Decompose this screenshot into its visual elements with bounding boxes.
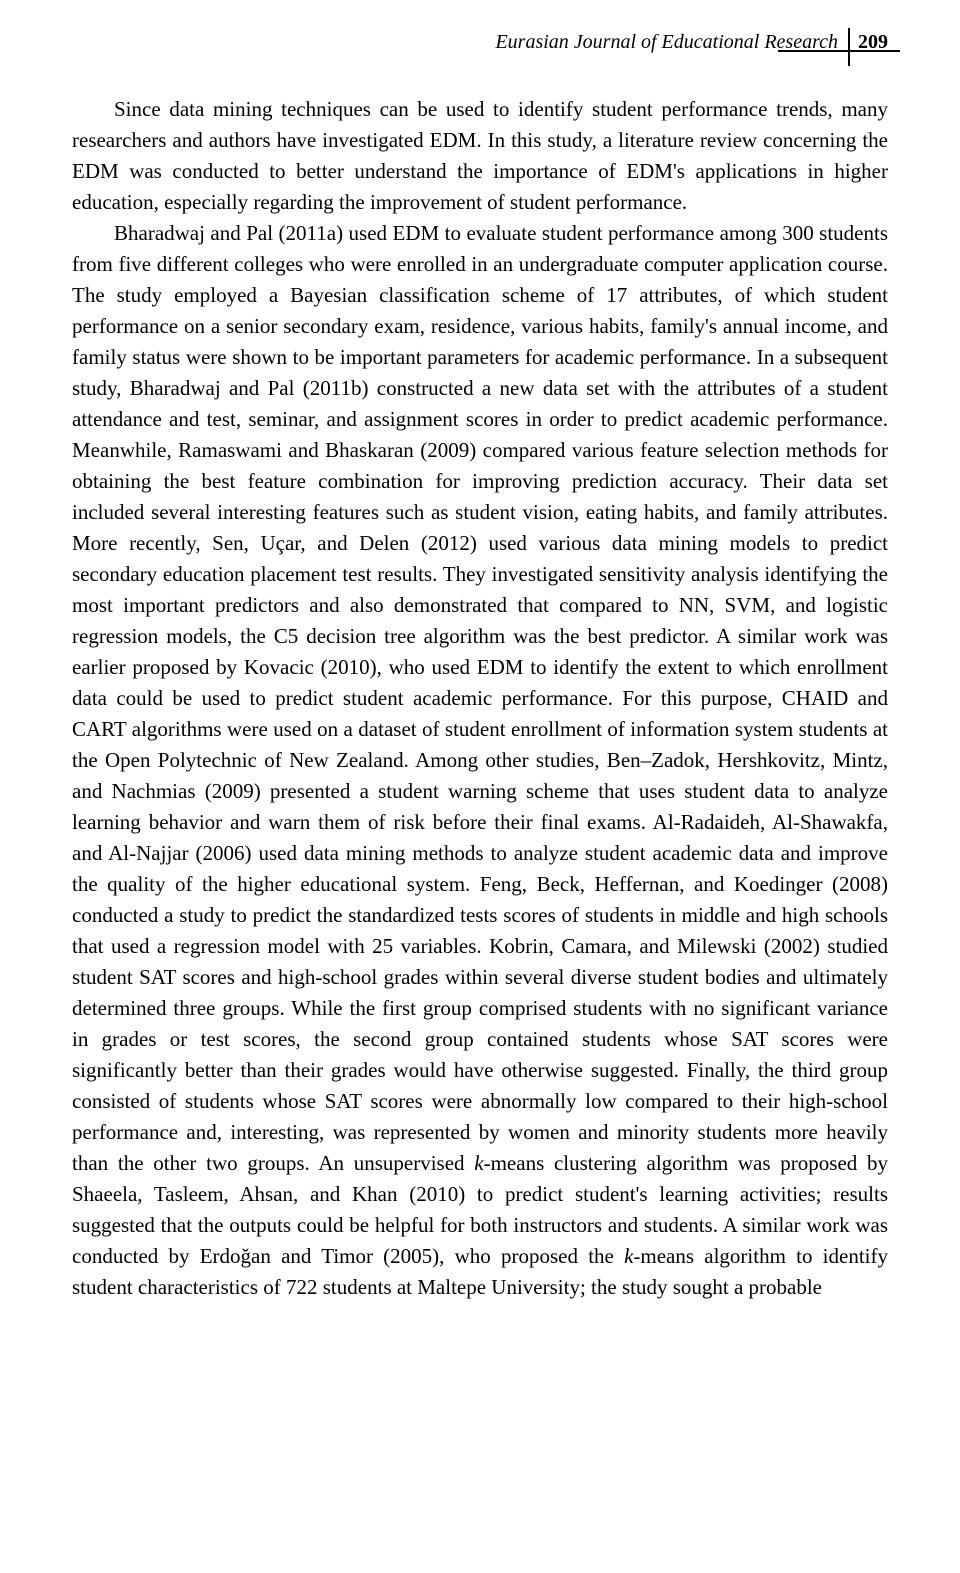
running-head: Eurasian Journal of Educational Research…: [72, 32, 888, 66]
page-number: 209: [850, 32, 888, 52]
paragraph-2: Bharadwaj and Pal (2011a) used EDM to ev…: [72, 218, 888, 1303]
header-divider: [848, 28, 850, 66]
body-text: Since data mining techniques can be used…: [72, 94, 888, 1303]
italic-k-1: k: [474, 1151, 483, 1175]
running-head-inner: Eurasian Journal of Educational Research…: [495, 32, 888, 66]
paragraph-2-part-a: Bharadwaj and Pal (2011a) used EDM to ev…: [72, 221, 888, 1175]
italic-k-2: k: [624, 1244, 633, 1268]
page: Eurasian Journal of Educational Research…: [0, 0, 960, 1573]
journal-title: Eurasian Journal of Educational Research: [495, 32, 848, 52]
paragraph-1: Since data mining techniques can be used…: [72, 94, 888, 218]
